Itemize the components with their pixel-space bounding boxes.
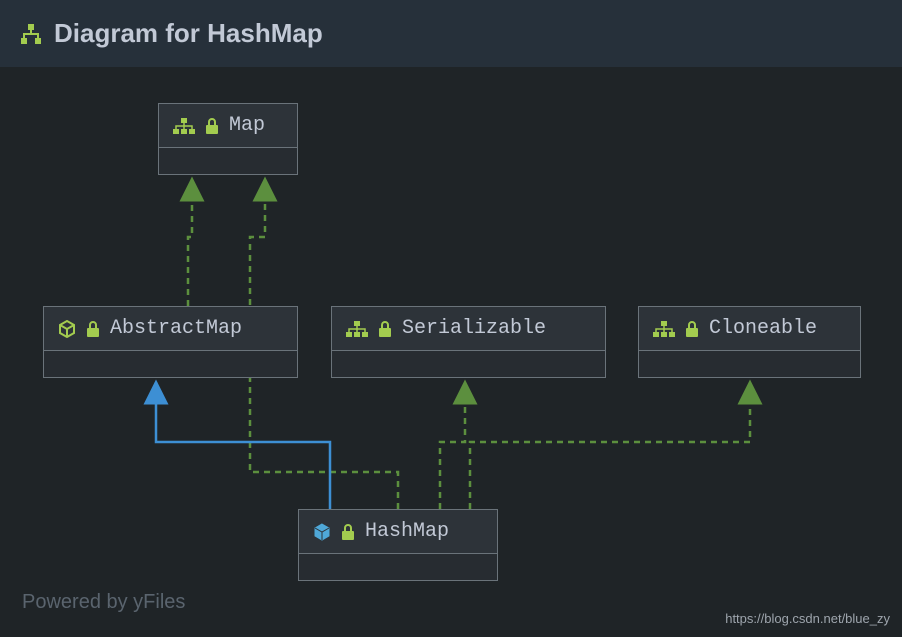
header: Diagram for HashMap (0, 0, 902, 67)
lock-icon (341, 524, 355, 540)
edge-hashmap-cloneable (470, 382, 750, 509)
lock-icon (685, 321, 699, 337)
node-abstractmap[interactable]: AbstractMap (43, 306, 298, 378)
class-icon (58, 320, 76, 338)
page-title: Diagram for HashMap (54, 18, 323, 49)
diagram-canvas: Map AbstractMap (0, 67, 902, 637)
node-body (44, 351, 297, 377)
node-hashmap[interactable]: HashMap (298, 509, 498, 581)
node-label: Serializable (402, 317, 546, 340)
edge-hashmap-serializable (440, 382, 465, 509)
node-label: Cloneable (709, 317, 817, 340)
node-body (639, 351, 860, 377)
node-map[interactable]: Map (158, 103, 298, 175)
node-body (159, 148, 297, 174)
lock-icon (205, 118, 219, 134)
lock-icon (378, 321, 392, 337)
class-icon (313, 523, 331, 541)
interface-icon (346, 321, 368, 337)
powered-by-label: Powered by yFiles (22, 591, 185, 614)
node-cloneable[interactable]: Cloneable (638, 306, 861, 378)
node-serializable[interactable]: Serializable (331, 306, 606, 378)
interface-icon (653, 321, 675, 337)
node-label: HashMap (365, 520, 449, 543)
node-label: Map (229, 114, 265, 137)
hierarchy-icon (20, 23, 42, 45)
node-label: AbstractMap (110, 317, 242, 340)
edge-abstractmap-map (188, 179, 192, 306)
edge-hashmap-abstractmap (156, 382, 330, 509)
interface-icon (173, 118, 195, 134)
node-body (299, 554, 497, 580)
lock-icon (86, 321, 100, 337)
watermark-label: https://blog.csdn.net/blue_zy (725, 611, 890, 626)
node-body (332, 351, 605, 377)
